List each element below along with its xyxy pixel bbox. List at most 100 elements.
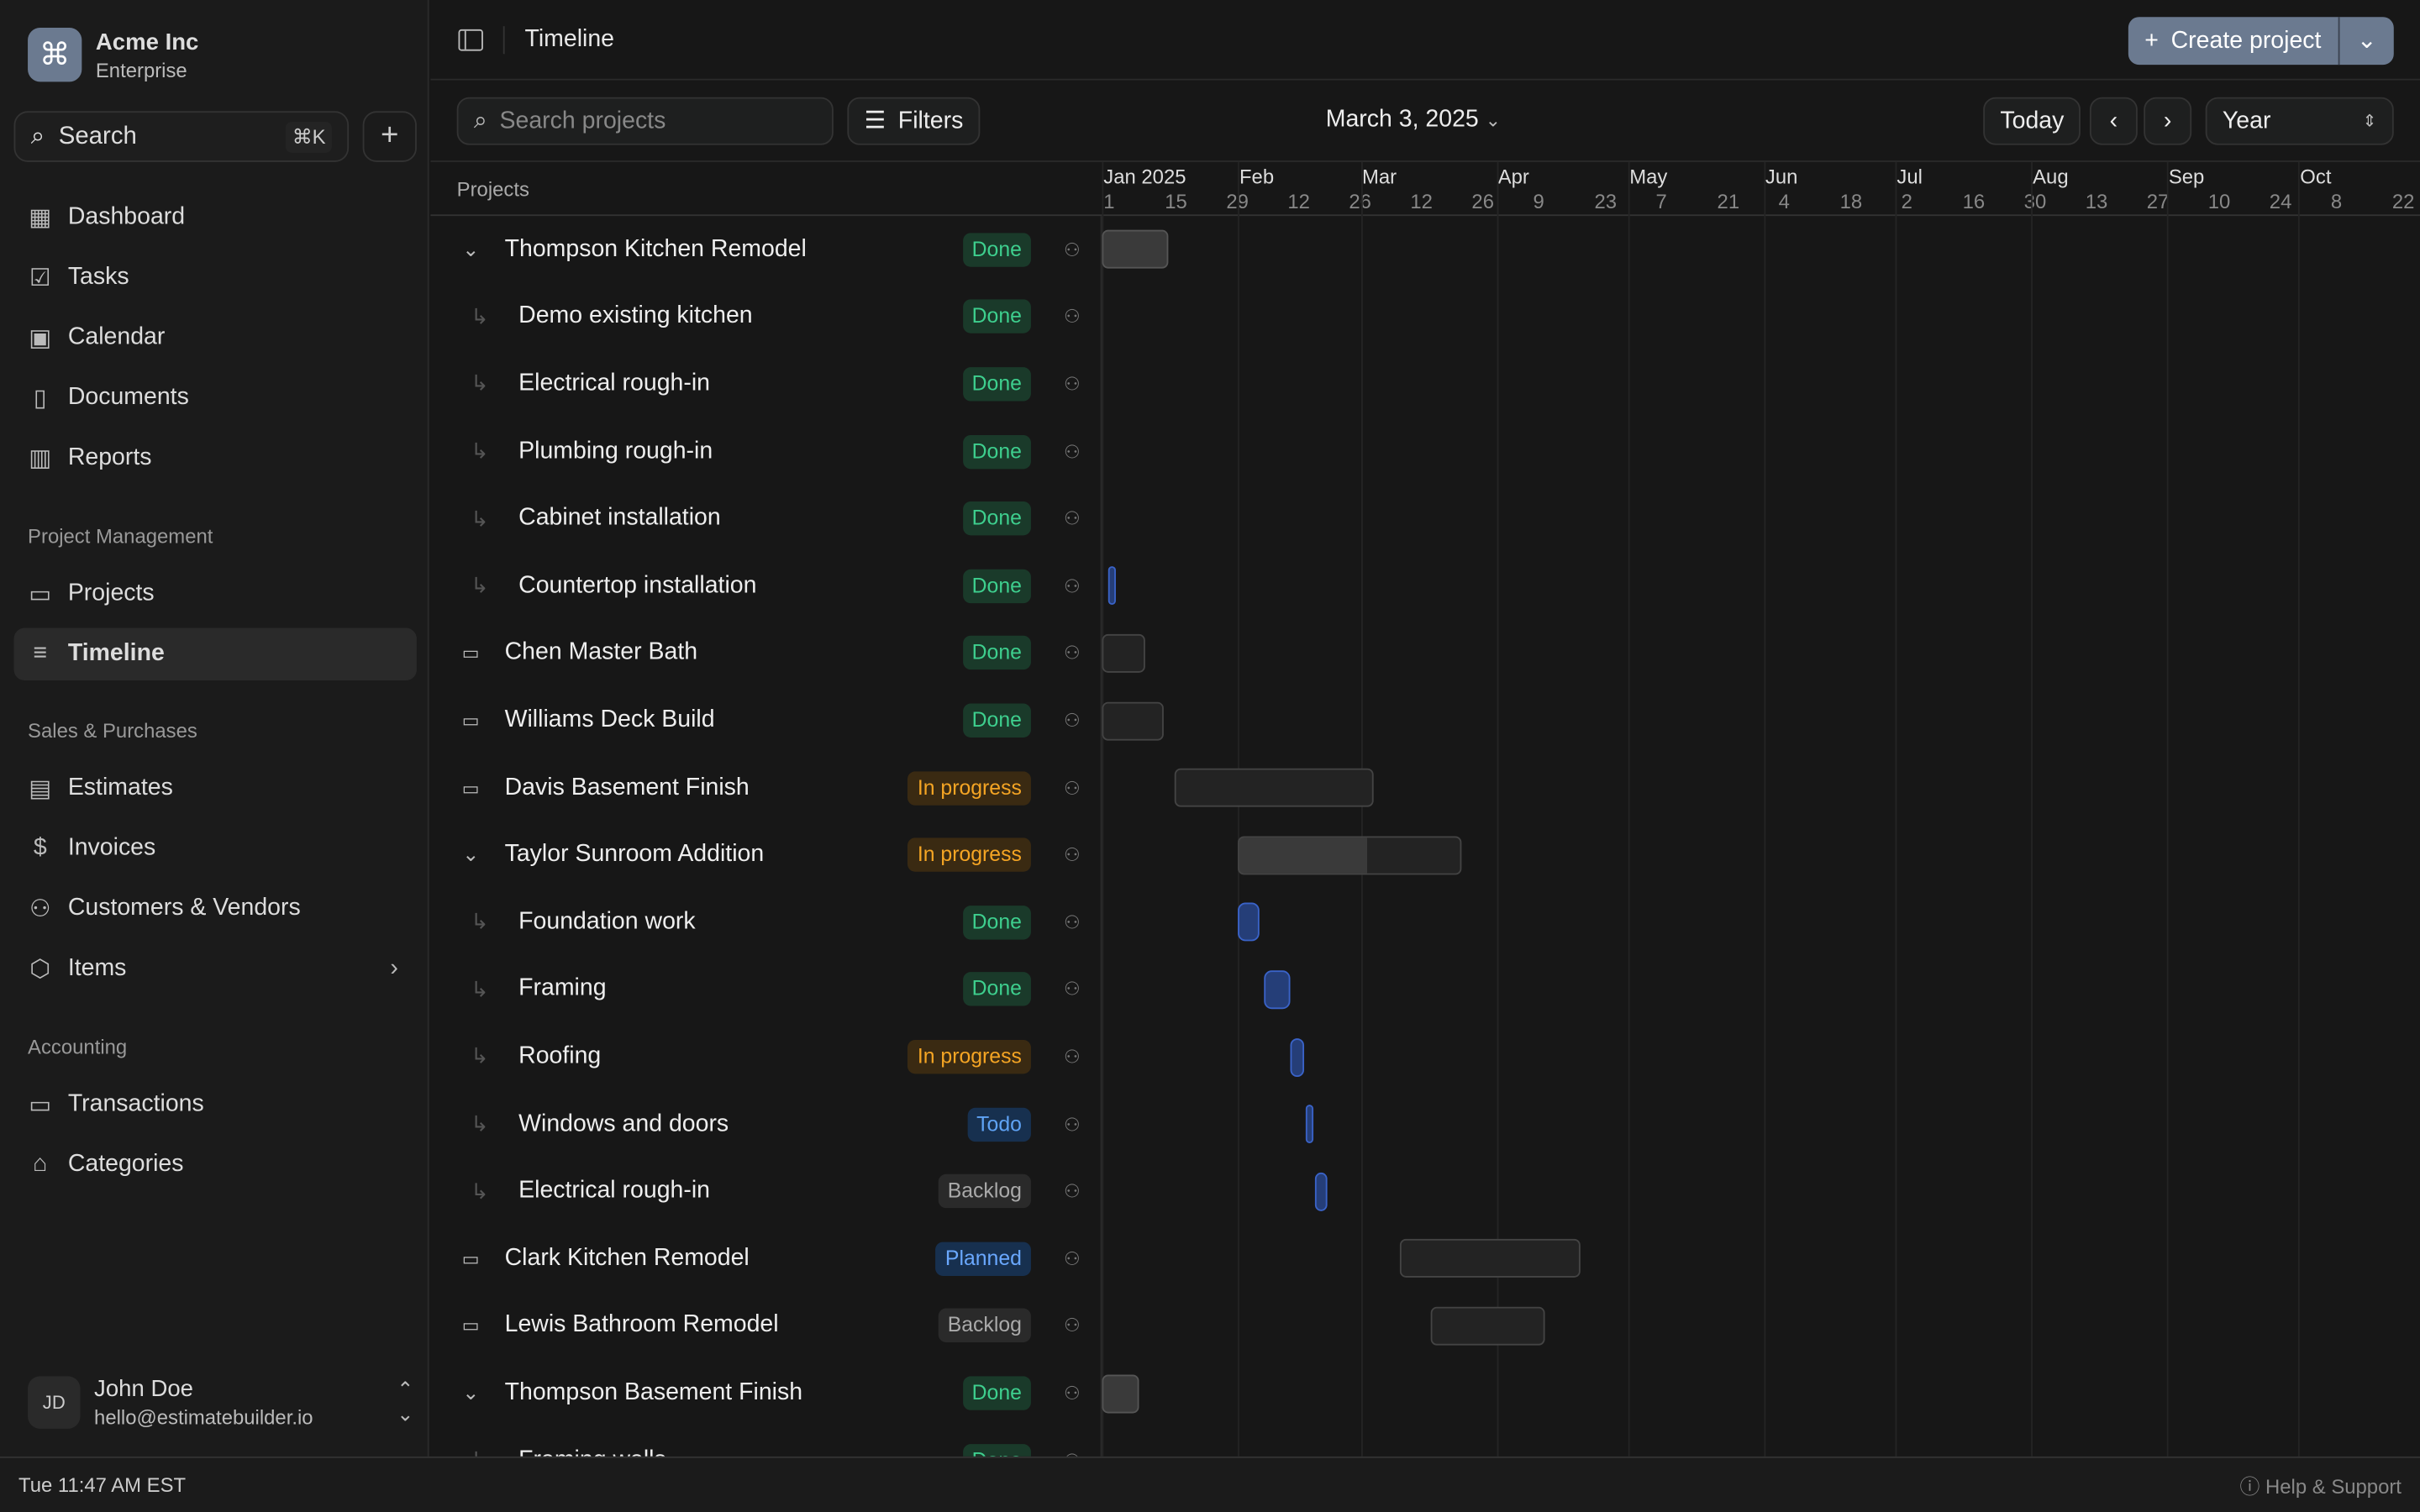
assignee-icon[interactable]: ⚇ xyxy=(1063,844,1081,866)
sidebar-item-customers-vendors[interactable]: ⚇ Customers & Vendors xyxy=(14,883,417,935)
row-name: Thompson Basement Finish xyxy=(504,1379,803,1406)
prev-button[interactable]: ‹ xyxy=(2089,97,2138,145)
assignee-icon[interactable]: ⚇ xyxy=(1063,911,1081,933)
create-project-button[interactable]: + Create project xyxy=(2128,17,2340,66)
project-bar[interactable] xyxy=(1102,701,1164,740)
assignee-icon[interactable]: ⚇ xyxy=(1063,1046,1081,1068)
assignee-icon[interactable]: ⚇ xyxy=(1063,709,1081,732)
chevron-down-icon[interactable]: ⌄ xyxy=(462,237,480,261)
table-row[interactable]: ▭ Williams Deck Build Done ⚇ xyxy=(430,687,1100,754)
assignee-icon[interactable]: ⚇ xyxy=(1063,507,1081,530)
sidebar-item-items[interactable]: ⬡ Items › xyxy=(14,942,417,995)
assignee-icon[interactable]: ⚇ xyxy=(1064,1450,1081,1457)
project-bar[interactable] xyxy=(1430,1306,1545,1346)
filters-label: Filters xyxy=(897,107,964,134)
create-dropdown-chevron-icon[interactable]: ⌄ xyxy=(2356,28,2377,55)
box-icon: ⬡ xyxy=(29,955,51,983)
sidebar-search[interactable]: ⌕ Search ⌘K xyxy=(13,111,350,162)
row-name: Electrical rough-in xyxy=(518,1177,711,1204)
project-bar[interactable] xyxy=(1174,768,1374,807)
table-row[interactable]: ▭ Clark Kitchen Remodel Planned ⚇ xyxy=(430,1225,1100,1292)
assignee-icon[interactable]: ⚇ xyxy=(1063,979,1081,1000)
task-bar[interactable] xyxy=(1238,903,1260,942)
assignee-icon[interactable]: ⚇ xyxy=(1063,1247,1081,1270)
task-bar[interactable] xyxy=(1290,1037,1304,1077)
chevron-down-icon[interactable]: ⌄ xyxy=(462,843,480,866)
table-row[interactable]: ↳ Framing walls Done ⚇ xyxy=(430,1427,1100,1457)
sidebar-item-projects[interactable]: ▭ Projects xyxy=(14,568,417,620)
sidebar-item-calendar[interactable]: ▣ Calendar xyxy=(14,312,417,364)
project-bar[interactable] xyxy=(1400,1239,1580,1278)
task-bar[interactable] xyxy=(1305,1105,1314,1144)
sidebar-toggle-icon[interactable] xyxy=(458,28,483,50)
chevron-left-icon: ‹ xyxy=(2109,107,2118,134)
assignee-icon[interactable]: ⚇ xyxy=(1063,306,1081,328)
project-bar[interactable] xyxy=(1238,835,1462,874)
filters-button[interactable]: ☰ Filters xyxy=(847,97,981,145)
month-gridline xyxy=(1895,161,1897,1457)
sidebar-item-label: Invoices xyxy=(67,834,156,861)
chevron-down-icon[interactable]: ⌄ xyxy=(462,1380,480,1404)
table-row[interactable]: ↳ Windows and doors Todo ⚇ xyxy=(430,1090,1100,1158)
table-row[interactable]: ▭ Lewis Bathroom Remodel Backlog ⚇ xyxy=(430,1292,1100,1359)
table-row[interactable]: ↳ Plumbing rough-in Done ⚇ xyxy=(430,417,1100,485)
user-menu[interactable]: JD John Doe hello@estimatebuilder.io ⌃ ⌄ xyxy=(28,1376,413,1429)
table-row[interactable]: ▭ Chen Master Bath Done ⚇ xyxy=(430,620,1100,687)
assignee-icon[interactable]: ⚇ xyxy=(1063,1315,1081,1337)
week-label: 18 xyxy=(1839,189,1863,213)
sidebar-item-reports[interactable]: ▥ Reports xyxy=(14,432,417,484)
section-accounting: Accounting xyxy=(28,1035,128,1059)
next-button[interactable]: › xyxy=(2144,97,2192,145)
table-row[interactable]: ↳ Electrical rough-in Done ⚇ xyxy=(430,350,1100,417)
help-support-link[interactable]: ⓘ Help & Support xyxy=(2239,1474,2402,1499)
month-gridline xyxy=(2298,161,2301,1457)
timeline-icon: ≡ xyxy=(33,640,48,667)
table-row[interactable]: ↳ Foundation work Done ⚇ xyxy=(430,889,1100,956)
month-label: May xyxy=(1629,165,1668,189)
sidebar-item-categories[interactable]: ⌂ Categories xyxy=(14,1139,417,1191)
week-label: 26 xyxy=(1349,190,1371,213)
table-row[interactable]: ⌄ Thompson Basement Finish Done ⚇ xyxy=(430,1360,1100,1427)
add-button[interactable]: + xyxy=(362,111,417,162)
assignee-icon[interactable]: ⚇ xyxy=(1063,1180,1081,1203)
table-row[interactable]: ↳ Electrical rough-in Backlog ⚇ xyxy=(430,1158,1100,1225)
assignee-icon[interactable]: ⚇ xyxy=(1063,575,1081,597)
task-bar[interactable] xyxy=(1315,1172,1327,1211)
table-row[interactable]: ↳ Framing Done ⚇ xyxy=(430,956,1100,1023)
table-row[interactable]: ↳ Countertop installation Done ⚇ xyxy=(430,553,1100,620)
assignee-icon[interactable]: ⚇ xyxy=(1063,776,1081,799)
assignee-icon[interactable]: ⚇ xyxy=(1063,642,1081,664)
assignee-icon[interactable]: ⚇ xyxy=(1063,1382,1081,1404)
project-bar[interactable] xyxy=(1102,230,1168,270)
project-bar[interactable] xyxy=(1102,633,1146,673)
sidebar-item-estimates[interactable]: ▤ Estimates xyxy=(14,762,417,814)
table-row[interactable]: ⌄ Taylor Sunroom Addition In progress ⚇ xyxy=(430,822,1100,889)
org-switcher[interactable]: ⌘ Acme Inc Enterprise xyxy=(28,28,198,82)
sidebar-item-timeline[interactable]: ≡ Timeline xyxy=(13,627,417,681)
status-badge: In progress xyxy=(908,1039,1031,1074)
clock: Tue 11:47 AM EST xyxy=(18,1473,187,1497)
assignee-icon[interactable]: ⚇ xyxy=(1063,440,1081,463)
project-bar[interactable] xyxy=(1102,1373,1139,1413)
month-gridline xyxy=(1496,161,1498,1457)
task-bar[interactable] xyxy=(1264,970,1291,1010)
assignee-icon[interactable]: ⚇ xyxy=(1063,239,1081,261)
table-row[interactable]: ⌄ Thompson Kitchen Remodel Done ⚇ xyxy=(430,216,1100,283)
sidebar-item-documents[interactable]: ▯ Documents xyxy=(14,372,417,424)
today-button[interactable]: Today xyxy=(1983,97,2081,145)
date-picker[interactable]: March 3, 2025 ⌄ xyxy=(1326,107,1501,134)
table-row[interactable]: ▭ Davis Basement Finish In progress ⚇ xyxy=(430,754,1100,822)
sidebar-item-transactions[interactable]: ▭ Transactions xyxy=(14,1079,417,1131)
task-bar[interactable] xyxy=(1108,566,1117,606)
sidebar-item-invoices[interactable]: $ Invoices xyxy=(14,822,417,874)
sidebar-item-tasks[interactable]: ☑ Tasks xyxy=(14,251,417,303)
assignee-icon[interactable]: ⚇ xyxy=(1063,373,1081,396)
table-row[interactable]: ↳ Cabinet installation Done ⚇ xyxy=(430,485,1100,552)
view-select[interactable]: Year ⇕ xyxy=(2205,97,2394,145)
table-row[interactable]: ↳ Roofing In progress ⚇ xyxy=(430,1023,1100,1090)
sidebar-item-dashboard[interactable]: ▦ Dashboard xyxy=(14,192,417,244)
today-label: Today xyxy=(2000,107,2065,134)
search-projects-input[interactable]: ⌕ Search projects xyxy=(456,97,834,145)
table-row[interactable]: ↳ Demo existing kitchen Done ⚇ xyxy=(430,283,1100,350)
assignee-icon[interactable]: ⚇ xyxy=(1063,1113,1081,1136)
